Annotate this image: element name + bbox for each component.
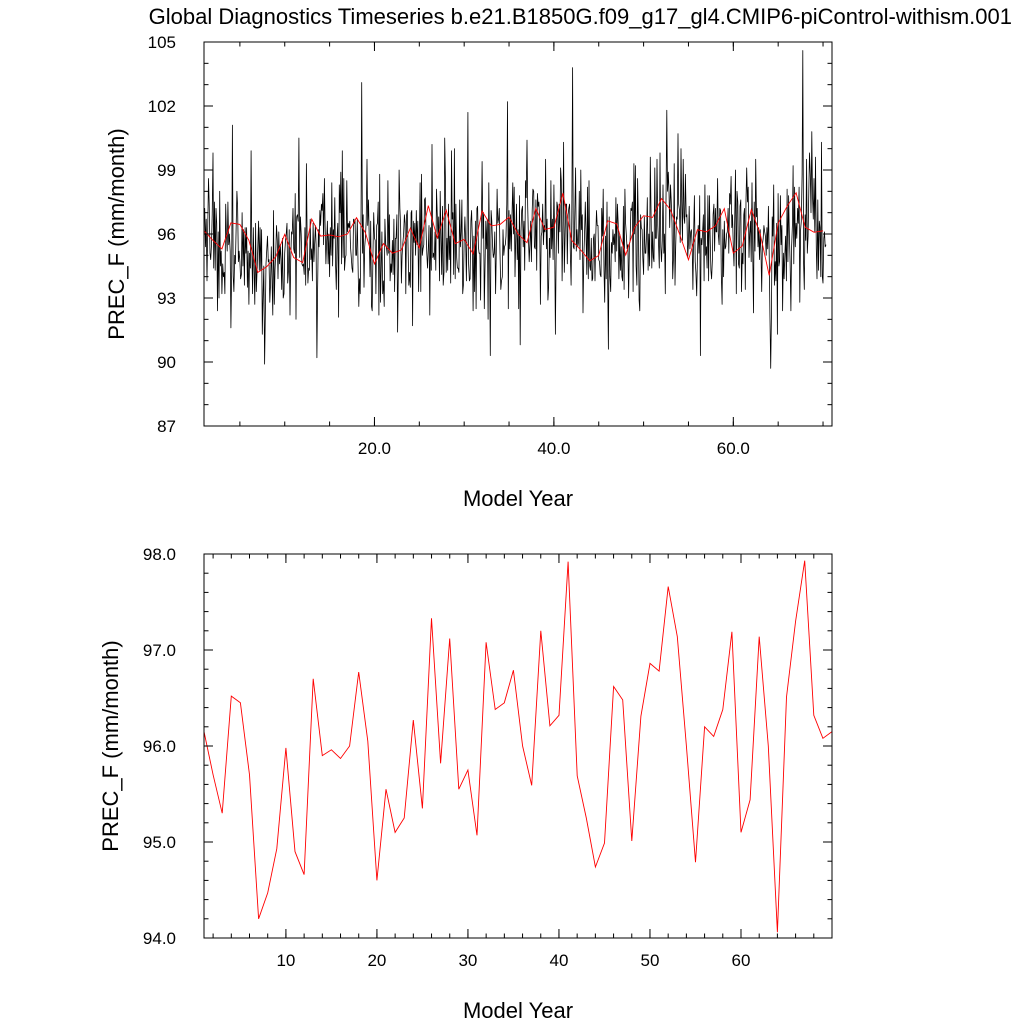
- top-x-tick-label: 40.0: [537, 439, 570, 458]
- bottom-x-tick-label: 10: [276, 951, 295, 970]
- top-y-tick-label: 90: [157, 353, 176, 372]
- bottom-series-group: [203, 560, 833, 933]
- bottom-y-axis-label: PREC_F (mm/month): [98, 640, 123, 851]
- top-x-tick-label: 20.0: [358, 439, 391, 458]
- top-y-tick-label: 99: [157, 161, 176, 180]
- bottom-x-tick-label: 60: [732, 951, 751, 970]
- top-x-axis-label: Model Year: [463, 486, 573, 511]
- bottom-panel: 10 20 30 40 50 60 94.0 95.0 96.0 97.0 98.0 Model Y…: [98, 545, 833, 1023]
- bottom-y-tick-label: 96.0: [143, 737, 176, 756]
- top-y-tick-label: 96: [157, 225, 176, 244]
- bottom-x-tick-label: 30: [458, 951, 477, 970]
- top-y-axis-label: PREC_F (mm/month): [104, 128, 129, 339]
- top-y-tick-label: 105: [148, 33, 176, 52]
- bottom-axes-frame: [203, 553, 833, 939]
- bottom-axes: 10 20 30 40 50 60 94.0 95.0 96.0 97.0 98.0: [143, 545, 833, 970]
- bottom-y-tick-label: 95.0: [143, 833, 176, 852]
- top-y-tick-label: 87: [157, 417, 176, 436]
- bottom-y-tick-label: 97.0: [143, 641, 176, 660]
- bottom-x-tick-label: 20: [367, 951, 386, 970]
- top-monthly-series-line: [203, 50, 827, 369]
- top-axes: 20.0 40.0 60.0 87 90 93 96 99 102 105: [148, 33, 833, 458]
- chart-title: Global Diagnostics Timeseries b.e21.B185…: [149, 4, 1012, 29]
- top-y-tick-label: 102: [148, 97, 176, 116]
- bottom-annual-series-line: [203, 560, 833, 933]
- bottom-x-tick-label: 40: [549, 951, 568, 970]
- bottom-y-tick-label: 98.0: [143, 545, 176, 564]
- bottom-plot-area: [203, 560, 833, 933]
- bottom-x-axis-label: Model Year: [463, 998, 573, 1023]
- top-annual-series-line: [203, 191, 824, 276]
- top-y-tick-label: 93: [157, 289, 176, 308]
- bottom-x-tick-label: 50: [641, 951, 660, 970]
- top-x-tick-label: 60.0: [717, 439, 750, 458]
- top-series-group: [203, 50, 827, 369]
- bottom-y-tick-label: 94.0: [143, 929, 176, 948]
- top-plot-area: [203, 50, 827, 369]
